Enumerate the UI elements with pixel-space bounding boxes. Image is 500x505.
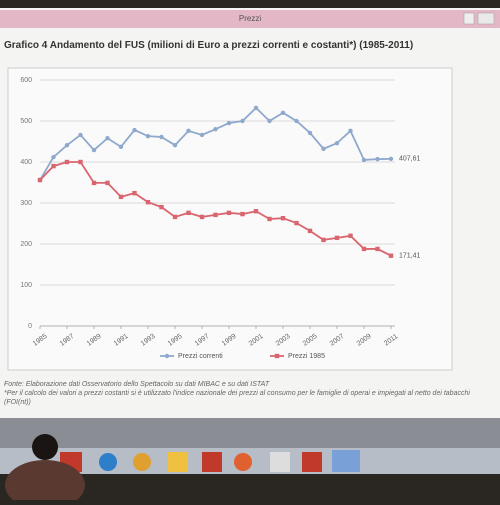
point	[388, 156, 394, 162]
title-bar	[0, 10, 500, 28]
person-head	[32, 434, 58, 460]
point	[199, 214, 205, 220]
point	[307, 228, 313, 234]
point	[280, 110, 286, 116]
minimize-button[interactable]	[463, 12, 475, 25]
point	[226, 210, 232, 216]
point	[199, 132, 205, 138]
point	[375, 156, 380, 162]
point	[334, 140, 340, 146]
point	[348, 128, 353, 134]
legend-marker	[164, 353, 170, 359]
value-label: 407,61	[399, 156, 421, 163]
y-tick-label: 200	[20, 241, 32, 248]
toolbar	[0, 418, 500, 448]
chart-title: Grafico 4 Andamento del FUS (milioni di …	[4, 40, 414, 51]
point	[294, 118, 299, 124]
point	[253, 105, 259, 111]
y-tick-label: 400	[20, 159, 32, 166]
source: Fonte: Elaborazione dati Osservatorio de…	[4, 381, 270, 388]
legend-label: Prezzi correnti	[178, 353, 223, 360]
footer-box: Fonte: Elaborazione dati Osservatorio de…	[4, 380, 484, 407]
taskbar-icon[interactable]	[99, 453, 117, 471]
point	[186, 128, 191, 134]
taskbar-icon[interactable]	[234, 453, 252, 471]
point	[280, 215, 286, 221]
point	[294, 220, 299, 226]
point	[226, 120, 232, 126]
legend-label: Prezzi 1985	[288, 353, 325, 360]
point	[321, 146, 326, 152]
point	[78, 159, 83, 165]
plot-frame	[7, 67, 453, 371]
point	[321, 237, 326, 243]
window-title: Prezzi	[239, 14, 261, 23]
point	[37, 177, 43, 183]
point	[361, 246, 367, 252]
point	[267, 216, 272, 222]
point	[91, 180, 97, 186]
legend-marker	[274, 353, 280, 359]
point	[267, 118, 272, 124]
point	[159, 134, 164, 140]
point	[91, 147, 97, 153]
point	[172, 214, 178, 220]
taskbar-icon[interactable]	[332, 450, 360, 472]
y-tick-label: 500	[20, 118, 32, 125]
point	[118, 194, 124, 200]
point	[240, 211, 245, 217]
note: *Per il calcolo dei valori a prezzi cost…	[4, 390, 470, 406]
title-box: Grafico 4 Andamento del FUS (milioni di …	[4, 40, 414, 51]
point	[375, 246, 380, 252]
taskbar-icon[interactable]	[302, 452, 322, 472]
value-label: 171,41	[399, 253, 421, 260]
point	[51, 154, 56, 160]
point	[213, 212, 218, 218]
taskbar-icon[interactable]	[270, 452, 290, 472]
taskbar-icon[interactable]	[168, 452, 188, 472]
point	[388, 253, 394, 258]
point	[253, 209, 259, 214]
point	[51, 163, 56, 169]
point	[334, 235, 340, 241]
point	[145, 133, 151, 139]
y-tick-label: 0	[28, 323, 32, 330]
point	[213, 127, 218, 132]
point	[105, 180, 110, 186]
point	[78, 132, 83, 138]
y-tick-label: 100	[20, 282, 32, 289]
y-tick-label: 300	[20, 200, 32, 207]
point	[186, 210, 191, 216]
point	[132, 190, 137, 196]
point	[64, 159, 70, 165]
point	[361, 157, 367, 163]
person	[5, 460, 85, 505]
point	[159, 204, 164, 210]
point	[145, 199, 151, 205]
point	[118, 144, 124, 150]
footer: Fonte: Elaborazione dati Osservatorio de…	[4, 380, 484, 407]
point	[132, 127, 137, 133]
point	[172, 142, 178, 148]
point	[105, 136, 110, 141]
taskbar-icon[interactable]	[133, 453, 151, 471]
point	[348, 233, 353, 238]
close-button[interactable]	[477, 12, 495, 25]
point	[240, 118, 245, 124]
point	[307, 130, 313, 136]
taskbar-icon[interactable]	[202, 452, 222, 472]
y-tick-label: 600	[20, 77, 32, 84]
point	[64, 142, 70, 148]
